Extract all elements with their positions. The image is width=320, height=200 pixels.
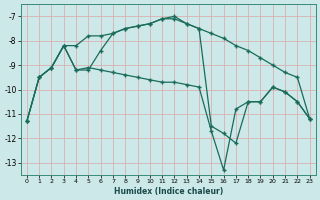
X-axis label: Humidex (Indice chaleur): Humidex (Indice chaleur) [114,187,223,196]
